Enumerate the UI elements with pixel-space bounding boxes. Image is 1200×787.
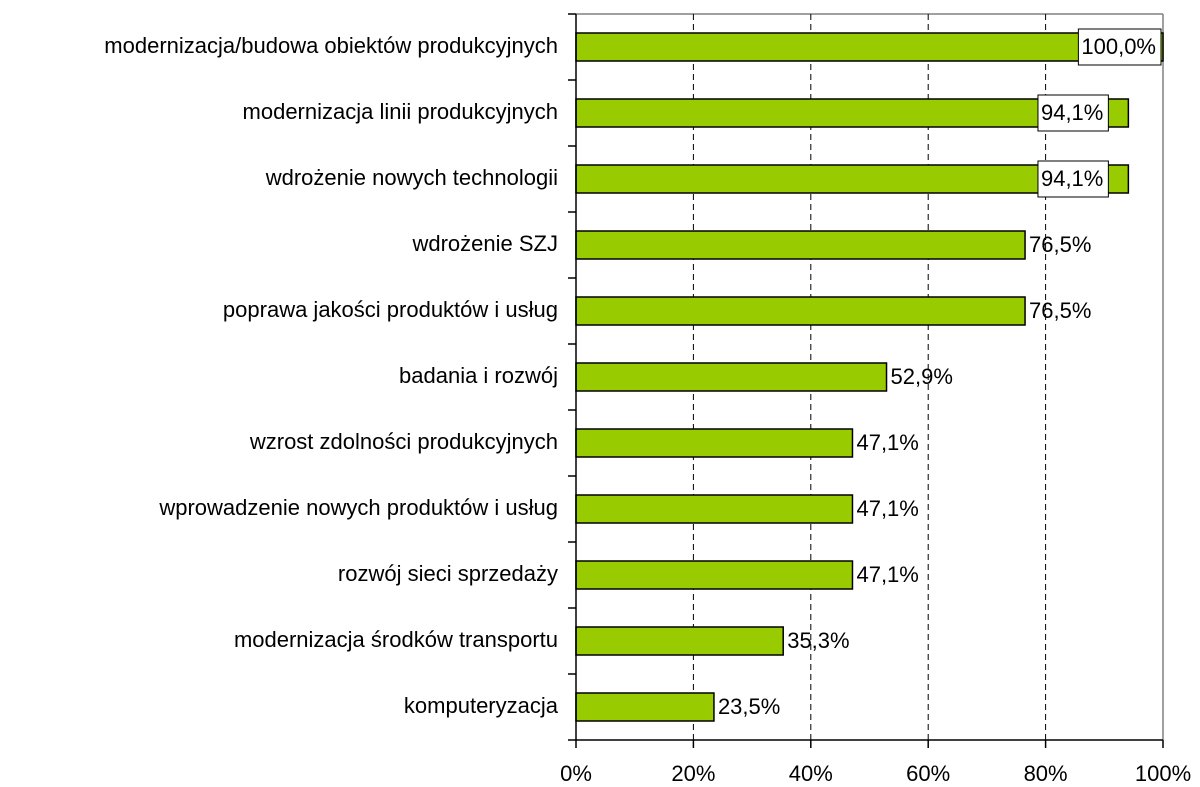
x-tick-label: 40% xyxy=(789,761,833,786)
bar xyxy=(575,296,1026,326)
bar xyxy=(575,230,1026,260)
bar xyxy=(575,692,715,722)
value-label: 94,1% xyxy=(1041,166,1103,191)
y-tick-label: wdrożenie SZJ xyxy=(411,231,558,256)
value-label: 47,1% xyxy=(856,496,918,521)
x-tick-label: 100% xyxy=(1135,761,1191,786)
x-tick-label: 60% xyxy=(906,761,950,786)
value-label: 35,3% xyxy=(787,628,849,653)
y-tick-label: wzrost zdolności produkcyjnych xyxy=(249,429,558,454)
bar xyxy=(575,362,888,392)
y-tick-label: badania i rozwój xyxy=(399,363,558,388)
bar xyxy=(575,164,1130,194)
value-label: 52,9% xyxy=(891,364,953,389)
bar xyxy=(575,560,854,590)
y-tick-label: modernizacja/budowa obiektów produkcyjny… xyxy=(104,33,558,58)
value-label: 76,5% xyxy=(1029,298,1091,323)
y-tick-label: modernizacja linii produkcyjnych xyxy=(243,99,558,124)
value-label-box xyxy=(1077,28,1162,66)
bar xyxy=(575,626,784,656)
y-tick-label: wprowadzenie nowych produktów i usług xyxy=(158,495,558,520)
x-tick-label: 80% xyxy=(1024,761,1068,786)
value-label: 76,5% xyxy=(1029,232,1091,257)
value-label-box xyxy=(1037,160,1109,198)
bar xyxy=(575,428,854,458)
value-label: 47,1% xyxy=(856,430,918,455)
x-tick-label: 20% xyxy=(671,761,715,786)
y-tick-label: wdrożenie nowych technologii xyxy=(265,165,558,190)
bar xyxy=(575,494,854,524)
x-tick-label: 0% xyxy=(560,761,592,786)
value-label: 94,1% xyxy=(1041,100,1103,125)
value-label-box xyxy=(1037,94,1109,132)
value-label: 23,5% xyxy=(718,694,780,719)
bar xyxy=(575,98,1130,128)
value-label: 47,1% xyxy=(856,562,918,587)
y-tick-label: poprawa jakości produktów i usług xyxy=(223,297,558,322)
bar xyxy=(575,32,1164,62)
value-label: 100,0% xyxy=(1081,34,1156,59)
y-tick-label: rozwój sieci sprzedaży xyxy=(338,561,558,586)
y-tick-label: komputeryzacja xyxy=(404,693,559,718)
y-tick-label: modernizacja środków transportu xyxy=(234,627,558,652)
